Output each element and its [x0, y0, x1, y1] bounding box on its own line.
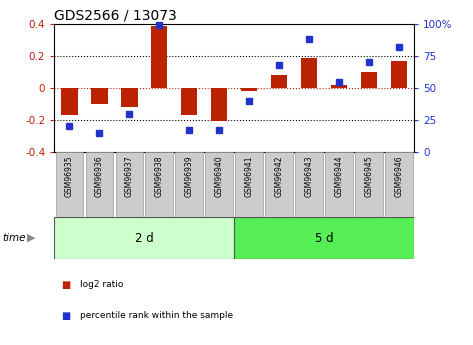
Bar — [325, 152, 353, 217]
Bar — [271, 75, 287, 88]
Text: ■: ■ — [61, 280, 71, 289]
Text: GSM96941: GSM96941 — [245, 155, 254, 197]
Text: percentile rank within the sample: percentile rank within the sample — [80, 311, 234, 320]
Bar — [175, 152, 203, 217]
Bar — [56, 152, 83, 217]
Bar — [236, 152, 263, 217]
Bar — [234, 217, 414, 259]
Text: GSM96946: GSM96946 — [394, 155, 403, 197]
Text: 2 d: 2 d — [135, 231, 154, 245]
Bar — [121, 88, 138, 107]
Bar — [355, 152, 383, 217]
Bar — [301, 58, 317, 88]
Bar — [151, 26, 167, 88]
Bar — [115, 152, 143, 217]
Text: GSM96945: GSM96945 — [364, 155, 374, 197]
Text: GSM96936: GSM96936 — [95, 155, 104, 197]
Text: ■: ■ — [61, 311, 71, 321]
Text: log2 ratio: log2 ratio — [80, 280, 124, 289]
Text: ▶: ▶ — [27, 233, 36, 243]
Text: GSM96939: GSM96939 — [184, 155, 194, 197]
Bar — [205, 152, 233, 217]
Bar — [181, 88, 197, 115]
Bar — [211, 88, 228, 121]
Bar — [391, 61, 407, 88]
Text: GSM96943: GSM96943 — [305, 155, 314, 197]
Text: GDS2566 / 13073: GDS2566 / 13073 — [54, 9, 177, 23]
Bar — [91, 88, 107, 104]
Text: GSM96942: GSM96942 — [274, 155, 284, 197]
Bar — [86, 152, 113, 217]
Bar — [265, 152, 293, 217]
Bar — [61, 88, 78, 115]
Bar — [361, 72, 377, 88]
Text: GSM96935: GSM96935 — [65, 155, 74, 197]
Bar — [331, 85, 347, 88]
Bar — [241, 88, 257, 91]
Bar — [146, 152, 173, 217]
Text: GSM96938: GSM96938 — [155, 155, 164, 197]
Bar — [54, 217, 234, 259]
Text: GSM96937: GSM96937 — [125, 155, 134, 197]
Bar — [385, 152, 412, 217]
Bar — [295, 152, 323, 217]
Text: time: time — [2, 233, 26, 243]
Text: GSM96944: GSM96944 — [334, 155, 343, 197]
Text: 5 d: 5 d — [315, 231, 333, 245]
Text: GSM96940: GSM96940 — [215, 155, 224, 197]
